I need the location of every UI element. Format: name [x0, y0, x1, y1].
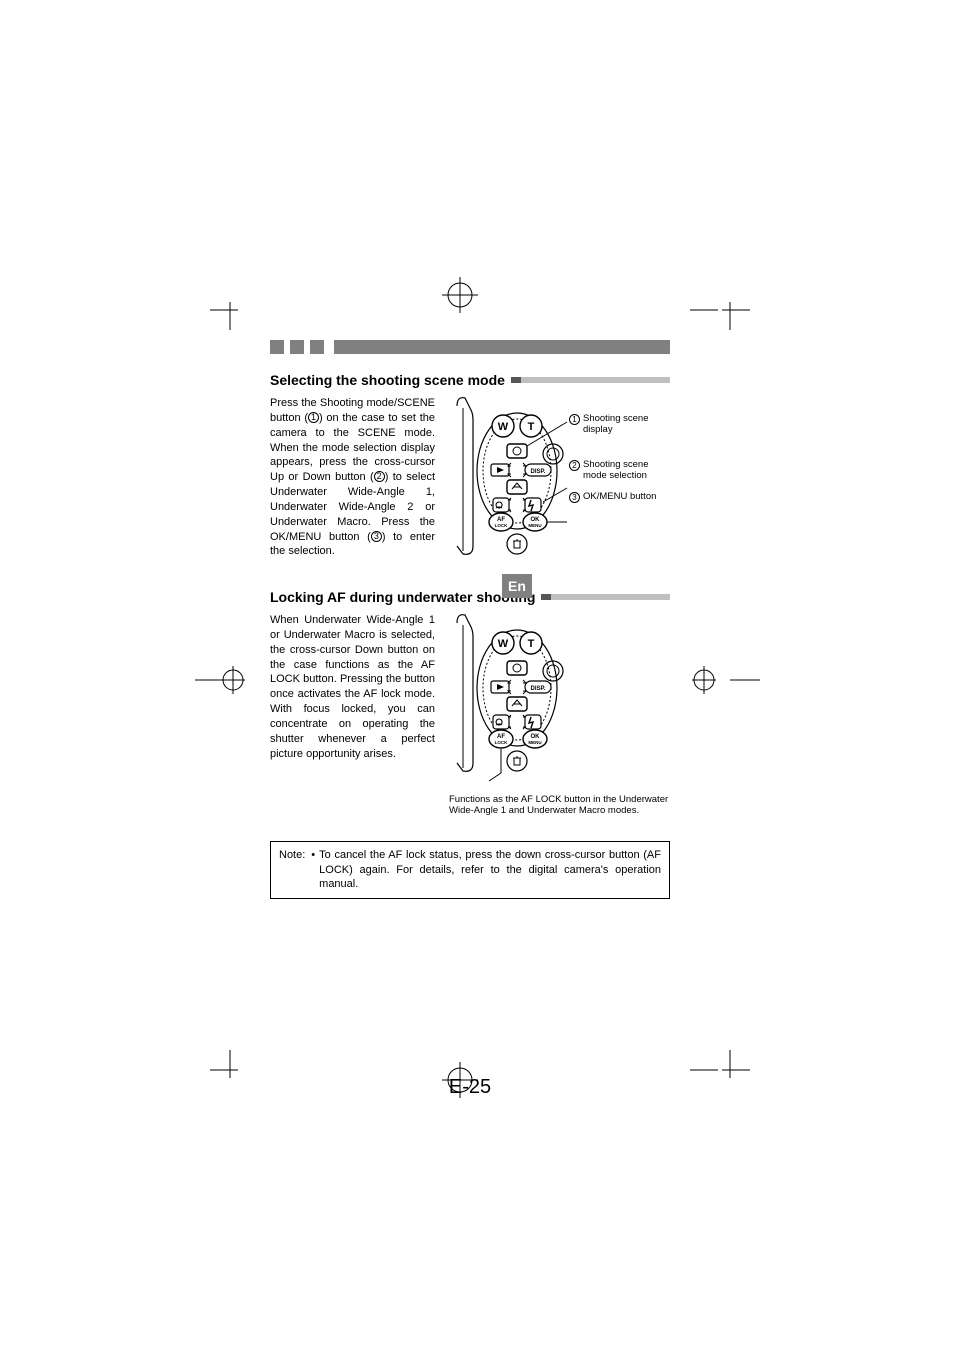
note-text: To cancel the AF lock status, press the … [319, 848, 661, 893]
svg-text:LOCK: LOCK [495, 523, 508, 528]
crop-bot-left [210, 1050, 250, 1110]
note-label: Note: [279, 848, 305, 893]
section1-body: Press the Shooting mode/SCENE button (1)… [270, 396, 435, 571]
crop-mid-left [195, 660, 245, 700]
crop-bot-right [690, 1050, 750, 1110]
language-tab: En [502, 574, 532, 598]
page-number: E-25 [270, 1076, 670, 1099]
section2-title: Locking AF during underwater shooting [270, 589, 535, 605]
svg-text:W: W [498, 421, 509, 433]
section2-heading: Locking AF during underwater shooting [270, 589, 670, 605]
section2-diagram: W T DISP. AF LO [449, 613, 670, 817]
svg-text:T: T [528, 421, 535, 433]
callout-1: 1Shooting scene display [569, 414, 659, 436]
note-box: Note: • To cancel the AF lock status, pr… [270, 841, 670, 900]
callout-2: 2Shooting scene mode selection [569, 460, 659, 482]
section1-title: Selecting the shooting scene mode [270, 372, 505, 388]
section1-diagram: W T DISP. [449, 396, 670, 571]
reg-top [440, 275, 480, 320]
crop-top-left [210, 270, 250, 330]
svg-text:T: T [528, 638, 535, 650]
callout-3: 3OK/MENU button [569, 492, 659, 503]
crop-mid-right [690, 660, 760, 700]
svg-text:MENU: MENU [528, 523, 541, 528]
section2-body: When Underwater Wide-Angle 1 or Underwat… [270, 613, 435, 817]
crop-top-right [690, 270, 750, 330]
svg-text:DISP.: DISP. [531, 686, 546, 692]
page-content: Selecting the shooting scene mode Press … [270, 340, 670, 899]
section2-caption: Functions as the AF LOCK button in the U… [449, 794, 670, 817]
note-bullet: • [311, 848, 315, 893]
svg-text:MENU: MENU [528, 740, 541, 745]
header-decor [270, 340, 670, 354]
section1-heading: Selecting the shooting scene mode [270, 372, 670, 388]
svg-text:DISP.: DISP. [531, 469, 546, 475]
svg-text:LOCK: LOCK [495, 740, 508, 745]
svg-text:W: W [498, 638, 509, 650]
